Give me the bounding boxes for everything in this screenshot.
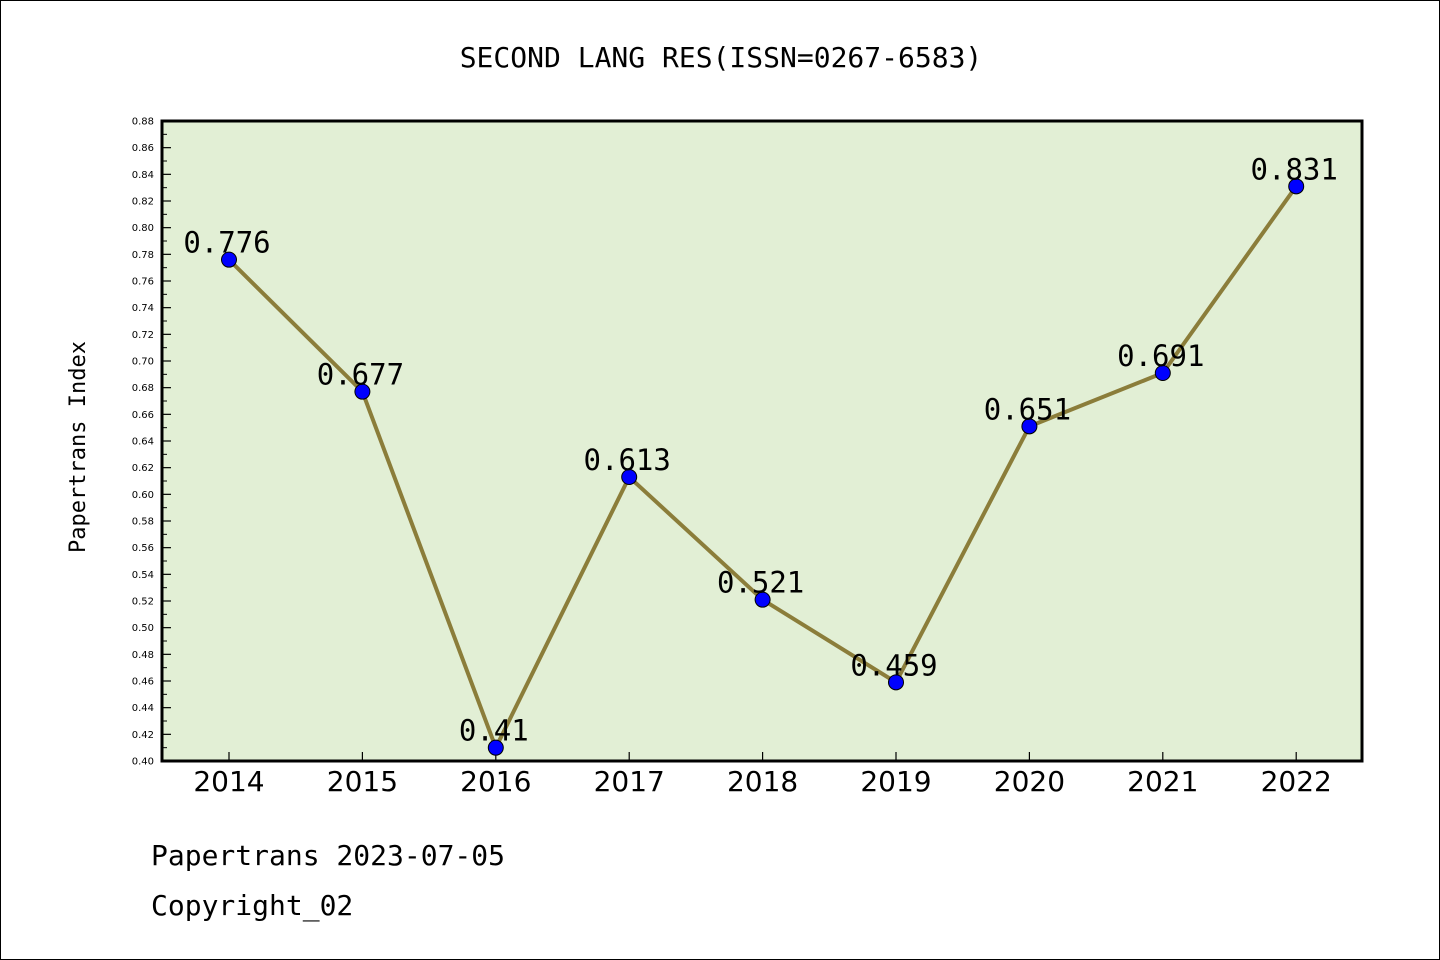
chart-title: SECOND LANG RES(ISSN=0267-6583) <box>460 41 983 74</box>
y-tick-label: 0.60 <box>132 490 154 501</box>
y-tick-label: 0.84 <box>132 170 154 181</box>
data-label: 0.459 <box>850 648 937 682</box>
y-tick-label: 0.46 <box>132 677 154 688</box>
y-tick-label: 0.66 <box>132 410 154 421</box>
x-tick-label: 2019 <box>860 765 931 798</box>
data-label: 0.651 <box>984 392 1071 426</box>
y-tick-label: 0.82 <box>132 197 154 208</box>
y-tick-label: 0.50 <box>132 623 154 634</box>
x-tick-label: 2020 <box>994 765 1065 798</box>
y-tick-label: 0.72 <box>132 330 154 341</box>
y-tick-label: 0.86 <box>132 143 154 154</box>
footer-date: Papertrans 2023-07-05 <box>151 839 505 872</box>
data-label: 0.521 <box>717 566 804 600</box>
y-tick-label: 0.80 <box>132 223 154 234</box>
data-point-marker <box>888 674 904 691</box>
data-point-marker <box>1021 418 1038 435</box>
data-label: 0.831 <box>1251 152 1338 186</box>
data-point-marker <box>354 383 371 400</box>
y-tick-label: 0.64 <box>132 437 154 448</box>
y-tick-label: 0.54 <box>132 570 154 581</box>
y-tick-label: 0.74 <box>132 303 154 314</box>
data-label: 0.691 <box>1117 339 1204 373</box>
series-line-group: 0.776 0.677 0.41 0.613 0.521 0.459 0.651 0.691 0… <box>183 152 1338 756</box>
y-tick-label: 0.68 <box>132 383 154 394</box>
data-label: 0.677 <box>317 358 404 392</box>
y-tick-label: 0.70 <box>132 357 154 368</box>
y-tick-label: 0.42 <box>132 730 154 741</box>
x-tick-label: 2017 <box>594 765 665 798</box>
x-tick-label: 2015 <box>327 765 398 798</box>
x-axis-ticks: 2014 2015 2016 2017 2018 2019 2020 2021 2022 <box>193 752 1332 798</box>
y-tick-label: 0.88 <box>132 117 154 128</box>
y-tick-label: 0.48 <box>132 650 154 661</box>
y-axis-ticks: 0.40 0.42 0.44 0.46 0.48 0.50 0.52 0.54 0.56 0.58… <box>132 117 171 768</box>
y-tick-label: 0.52 <box>132 597 154 608</box>
data-point-marker <box>1288 178 1305 195</box>
y-axis-label: Papertrans Index <box>66 341 91 553</box>
x-tick-label: 2022 <box>1261 765 1332 798</box>
data-point-marker <box>221 251 237 268</box>
data-point-marker <box>754 591 771 608</box>
data-label: 0.613 <box>584 443 671 477</box>
y-tick-label: 0.76 <box>132 277 154 288</box>
data-point-marker <box>621 469 638 485</box>
data-point-marker <box>487 739 504 756</box>
plot-area <box>160 119 1364 763</box>
x-tick-label: 2018 <box>727 765 798 798</box>
y-tick-label: 0.44 <box>132 703 154 714</box>
y-tick-label: 0.58 <box>132 517 154 528</box>
y-tick-label: 0.78 <box>132 250 154 261</box>
y-tick-label: 0.56 <box>132 543 154 554</box>
y-tick-label: 0.62 <box>132 463 154 474</box>
data-point-marker <box>1154 365 1171 381</box>
x-tick-label: 2014 <box>193 765 264 798</box>
data-label: 0.41 <box>459 714 529 748</box>
x-tick-label: 2021 <box>1127 765 1198 798</box>
data-label: 0.776 <box>183 226 270 260</box>
x-tick-label: 2016 <box>460 765 531 798</box>
y-tick-label: 0.40 <box>132 757 154 768</box>
footer-copyright: Copyright_02 <box>151 889 353 923</box>
